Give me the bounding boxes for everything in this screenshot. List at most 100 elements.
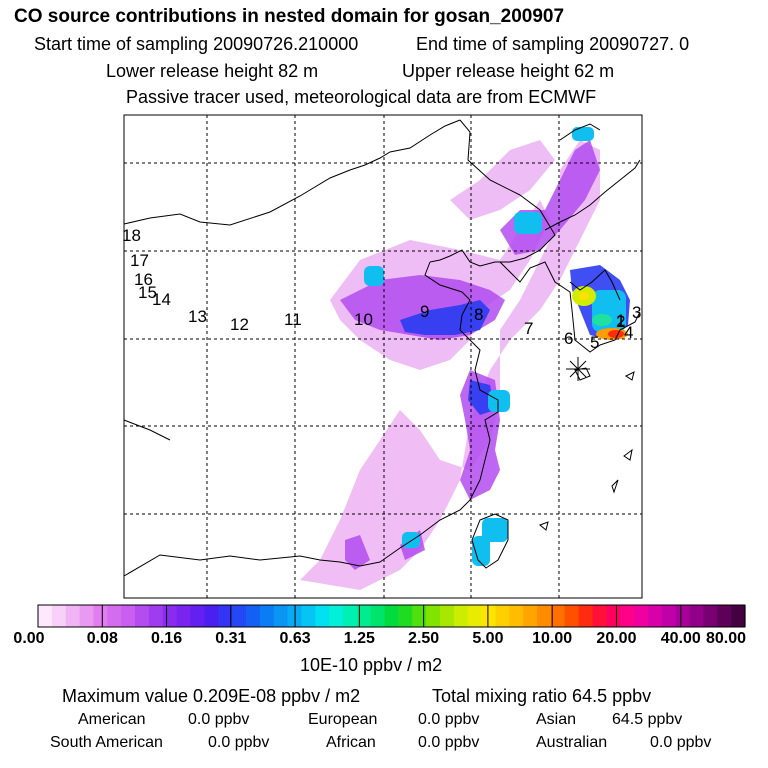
colorbar-swatch bbox=[148, 605, 164, 627]
colorbar-swatch bbox=[51, 605, 67, 627]
end-time-label: End time of sampling 20090727. 0 bbox=[416, 34, 690, 54]
tracer-note: Passive tracer used, meteorological data… bbox=[126, 87, 597, 107]
colorbar-swatch bbox=[412, 605, 427, 627]
colorbar-swatch bbox=[65, 605, 81, 627]
colorbar-swatch bbox=[273, 605, 289, 627]
region-label: 12 bbox=[230, 315, 249, 334]
colorbar-swatch bbox=[661, 605, 677, 627]
colorbar-swatch bbox=[315, 605, 330, 627]
region-label: 3 bbox=[632, 303, 641, 322]
colorbar-swatch bbox=[190, 605, 205, 627]
colorbar-swatch bbox=[79, 605, 95, 627]
colorbar-tick-label: 0.16 bbox=[150, 630, 183, 647]
total-mixing-ratio: Total mixing ratio 64.5 ppbv bbox=[432, 686, 652, 706]
colorbar-swatch bbox=[703, 605, 718, 627]
colorbar-tick-label: 10.00 bbox=[532, 630, 573, 647]
region-label: 15 bbox=[138, 283, 157, 302]
colorbar-swatch bbox=[135, 605, 150, 627]
colorbar-swatch bbox=[689, 605, 705, 627]
colorbar-swatch bbox=[259, 605, 275, 627]
region-labels: 1 2 3 4 5 6 7 8 9 10 11 12 13 14 15 16 1… bbox=[122, 226, 641, 352]
region-label: 9 bbox=[420, 302, 429, 321]
colorbar-swatch bbox=[93, 605, 108, 627]
colorbar-tick-label: 20.00 bbox=[596, 630, 637, 647]
lower-release-height: Lower release height 82 m bbox=[106, 61, 319, 81]
region-name: European bbox=[308, 711, 378, 728]
colorbar-swatch bbox=[218, 605, 233, 627]
region-label: 18 bbox=[122, 226, 141, 245]
colorbar-swatch bbox=[245, 605, 261, 627]
coastlines bbox=[123, 119, 641, 577]
region-value: 64.5 ppbv bbox=[612, 711, 683, 728]
region-label: 4 bbox=[624, 323, 633, 342]
colorbar-swatch bbox=[204, 605, 219, 627]
colorbar-swatch bbox=[634, 605, 649, 627]
colorbar-swatch bbox=[592, 605, 607, 627]
region-value: 0.0 ppbv bbox=[208, 734, 270, 751]
colorbar-tick-label: 2.50 bbox=[408, 630, 440, 647]
colorbar-swatch bbox=[38, 605, 53, 627]
colorbar-swatch bbox=[675, 605, 691, 627]
receptor-marker bbox=[566, 357, 590, 381]
region-label: 10 bbox=[354, 310, 373, 329]
region-name: South American bbox=[50, 734, 163, 751]
colorbar-swatch bbox=[578, 605, 594, 627]
colorbar-swatch bbox=[467, 605, 483, 627]
colorbar-swatch bbox=[370, 605, 386, 627]
colorbar-swatch bbox=[606, 605, 621, 627]
colorbar-swatch bbox=[398, 605, 413, 627]
colorbar-swatch bbox=[537, 605, 552, 627]
region-label: 6 bbox=[564, 329, 573, 348]
colorbar-swatch bbox=[731, 605, 746, 627]
upper-release-height: Upper release height 62 m bbox=[402, 61, 615, 81]
colorbar-tick-label: 0.31 bbox=[215, 630, 247, 647]
colorbar-swatch bbox=[495, 605, 510, 627]
plume-layer bbox=[300, 127, 630, 590]
region-value: 0.0 ppbv bbox=[650, 734, 712, 751]
colorbar-swatch bbox=[342, 605, 358, 627]
start-time-label: Start time of sampling 20090726.210000 bbox=[34, 34, 359, 54]
colorbar-swatch bbox=[232, 605, 247, 627]
colorbar-tick-label: 0.63 bbox=[279, 630, 311, 647]
maximum-value: Maximum value 0.209E-08 ppbv / m2 bbox=[62, 686, 361, 706]
region-label: 11 bbox=[284, 310, 302, 329]
colorbar-swatch bbox=[426, 605, 441, 627]
region-label: 2 bbox=[616, 312, 625, 331]
colorbar-tick-label: 80.00 bbox=[705, 630, 747, 647]
region-label: 14 bbox=[152, 290, 171, 309]
colorbar-swatch bbox=[440, 605, 455, 627]
region-name: American bbox=[78, 711, 146, 728]
grid-lines bbox=[124, 115, 642, 598]
region-value: 0.0 ppbv bbox=[418, 711, 480, 728]
region-label: 16 bbox=[134, 270, 153, 289]
colorbar bbox=[38, 605, 746, 627]
colorbar-swatch bbox=[481, 605, 497, 627]
plot-frame bbox=[123, 114, 643, 599]
colorbar-swatch bbox=[509, 605, 524, 627]
colorbar-swatch bbox=[453, 605, 469, 627]
region-label: 7 bbox=[524, 319, 533, 338]
colorbar-swatch bbox=[301, 605, 316, 627]
region-label: 8 bbox=[474, 305, 483, 324]
colorbar-tick-label: 1.25 bbox=[343, 630, 375, 647]
region-value: 0.0 ppbv bbox=[188, 711, 250, 728]
region-label: 13 bbox=[188, 307, 207, 326]
colorbar-swatch bbox=[384, 605, 400, 627]
colorbar-swatch bbox=[329, 605, 344, 627]
chart-title: CO source contributions in nested domain… bbox=[14, 6, 565, 27]
region-value: 0.0 ppbv bbox=[418, 734, 480, 751]
colorbar-swatch bbox=[162, 605, 178, 627]
colorbar-tick-label: 0.00 bbox=[13, 630, 45, 647]
colorbar-swatch bbox=[356, 605, 372, 627]
colorbar-swatch bbox=[647, 605, 663, 627]
plume-cyan bbox=[364, 127, 626, 566]
colorbar-tick-label: 0.08 bbox=[86, 630, 118, 647]
region-label: 17 bbox=[130, 251, 149, 270]
region-name: Asian bbox=[536, 711, 577, 728]
colorbar-swatch bbox=[523, 605, 538, 627]
colorbar-swatch bbox=[121, 605, 136, 627]
colorbar-tick-label: 40.00 bbox=[660, 630, 701, 647]
region-label: 5 bbox=[590, 333, 599, 352]
colorbar-swatch bbox=[620, 605, 635, 627]
